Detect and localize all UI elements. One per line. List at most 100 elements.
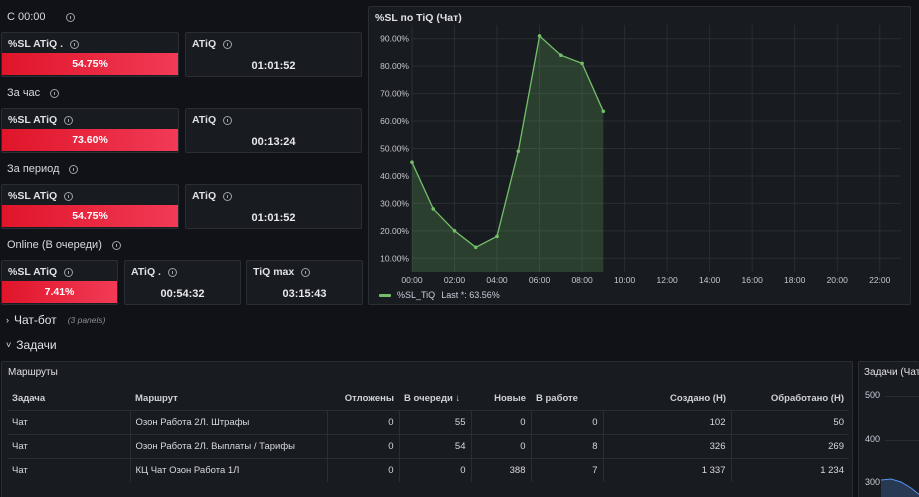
data-point	[452, 229, 457, 233]
table-cell: 0	[327, 409, 400, 434]
x-tick-label: 10:00	[614, 275, 636, 285]
legend-last-value: Last *: 63.56%	[441, 290, 500, 300]
routes-panel[interactable]: Маршруты Задача Маршрут Отложены В очере…	[1, 361, 853, 497]
legend-swatch	[379, 293, 391, 297]
column-header-task[interactable]: Задача	[12, 393, 46, 405]
info-icon[interactable]	[69, 164, 79, 174]
x-tick-label: 20:00	[827, 275, 849, 285]
data-point	[431, 207, 436, 211]
data-point	[559, 53, 563, 57]
table-cell: 55	[399, 409, 472, 434]
tasks-y-tick: 300	[865, 477, 881, 487]
table-cell: КЦ Чат Озон Работа 1Л	[130, 457, 328, 482]
x-tick-label: 12:00	[656, 275, 678, 285]
tasks-series-preview	[881, 478, 919, 497]
table-cell: 1 337	[603, 457, 732, 482]
column-header-postponed[interactable]: Отложены	[344, 393, 394, 405]
chart-title: %SL по TiQ (Чат)	[375, 12, 462, 24]
table-cell: 50	[731, 409, 849, 434]
data-point	[410, 160, 414, 165]
y-tick-label: 30.00%	[380, 198, 409, 208]
table-cell: 8	[531, 433, 604, 458]
table-header-row: Задача Маршрут Отложены В очереди ↓ Новы…	[7, 388, 849, 410]
stat-panel-sl-since[interactable]: %SL ATiQ . 54.75%	[1, 32, 179, 77]
tasks-y-tick: 500	[865, 390, 881, 400]
panel-title: %SL ATiQ	[8, 114, 74, 126]
table-cell: 102	[603, 409, 732, 434]
panel-title: ATiQ	[192, 190, 233, 202]
row-title-hour-label: За час	[7, 87, 41, 99]
column-header-processed[interactable]: Обработано (Н)	[770, 393, 844, 405]
column-header-created[interactable]: Создано (Н)	[670, 393, 726, 405]
table-cell: 0	[399, 457, 472, 482]
table-cell: 1 234	[731, 457, 849, 482]
routes-panel-title: Маршруты	[8, 367, 58, 378]
chart-y-ticks: 10.00% 20.00% 30.00% 40.00% 50.00% 60.00% 70.0…	[380, 34, 409, 264]
table-cell: 388	[471, 457, 532, 482]
panel-title: %SL ATiQ	[8, 266, 74, 278]
column-header-route[interactable]: Маршрут	[135, 393, 178, 405]
sl-value-bar: 7.41%	[2, 281, 117, 303]
stat-panel-atiq-hour[interactable]: ATiQ 00:13:24	[185, 108, 362, 153]
row-title-online: Online (В очереди)	[7, 239, 121, 251]
series-points	[410, 34, 606, 250]
y-tick-label: 80.00%	[380, 61, 409, 71]
sl-value-bar: 54.75%	[2, 205, 178, 227]
info-icon[interactable]	[111, 240, 121, 250]
column-header-in-progress[interactable]: В работе	[536, 393, 578, 405]
info-icon[interactable]	[65, 12, 75, 22]
info-icon[interactable]	[167, 267, 177, 277]
x-tick-label: 02:00	[444, 275, 466, 285]
panel-title: %SL ATiQ	[8, 190, 74, 202]
stat-panel-sl-hour[interactable]: %SL ATiQ 73.60%	[1, 108, 179, 153]
info-icon[interactable]	[223, 191, 233, 201]
tasks-grid-line	[885, 396, 919, 397]
stat-panel-sl-period[interactable]: %SL ATiQ 54.75%	[1, 184, 179, 229]
data-point	[473, 245, 478, 250]
data-point	[580, 61, 584, 66]
stat-panel-tiqmax-online[interactable]: TiQ max 03:15:43	[246, 260, 363, 305]
table-cell: 0	[531, 409, 604, 434]
table-cell: 0	[327, 433, 400, 458]
legend-series-name: %SL_TiQ	[397, 290, 436, 300]
table-cell: 0	[327, 457, 400, 482]
column-header-in-queue[interactable]: В очереди ↓	[404, 393, 461, 405]
tasks-chart-panel[interactable]: Задачи (Чат 500 400 300	[858, 361, 919, 497]
stat-panel-atiq-online[interactable]: ATiQ . 00:54:32	[124, 260, 241, 305]
info-icon[interactable]	[50, 88, 60, 98]
y-tick-label: 10.00%	[380, 253, 409, 263]
info-icon[interactable]	[70, 39, 80, 49]
stat-panel-atiq-since[interactable]: ATiQ 01:01:52	[185, 32, 362, 77]
row-title-since: С 00:00	[7, 11, 75, 23]
column-header-new[interactable]: Новые	[494, 393, 526, 405]
routes-table: Задача Маршрут Отложены В очереди ↓ Новы…	[7, 388, 849, 482]
chart-legend[interactable]: %SL_TiQ Last *: 63.56%	[379, 290, 500, 300]
chart-x-ticks: 00:00 02:00 04:00 06:00 08:00 10:00 12:00 14:00…	[401, 275, 890, 285]
atiq-value: 01:01:52	[251, 212, 296, 224]
info-icon[interactable]	[64, 191, 74, 201]
tasks-y-tick: 400	[865, 434, 881, 444]
x-tick-label: 06:00	[529, 275, 551, 285]
info-icon[interactable]	[64, 115, 74, 125]
y-tick-label: 20.00%	[380, 226, 409, 236]
section-tasks-label: Задачи	[16, 338, 57, 352]
tasks-panel-title: Задачи (Чат	[864, 367, 919, 378]
chevron-right-icon: ›	[6, 315, 9, 325]
info-icon[interactable]	[64, 267, 74, 277]
info-icon[interactable]	[301, 267, 311, 277]
stat-panel-sl-online[interactable]: %SL ATiQ 7.41%	[1, 260, 118, 305]
panel-title: ATiQ	[192, 38, 233, 50]
panel-title: %SL ATiQ .	[8, 38, 80, 50]
stat-panel-atiq-period[interactable]: ATiQ 01:01:52	[185, 184, 362, 229]
section-chatbot[interactable]: › Чат-бот (3 panels)	[6, 313, 106, 327]
table-cell: Озон Работа 2Л. Штрафы	[130, 409, 328, 434]
table-cell: 54	[399, 433, 472, 458]
section-chatbot-label: Чат-бот	[14, 313, 57, 327]
data-point	[516, 149, 521, 154]
chart-panel-sl-tiq[interactable]: %SL по TiQ (Чат) 10.00% 20.00% 30.00% 40.00…	[368, 6, 911, 305]
data-point	[537, 34, 542, 38]
series-area	[412, 36, 604, 272]
info-icon[interactable]	[223, 39, 233, 49]
info-icon[interactable]	[223, 115, 233, 125]
section-tasks[interactable]: ˅ Задачи	[6, 338, 57, 352]
